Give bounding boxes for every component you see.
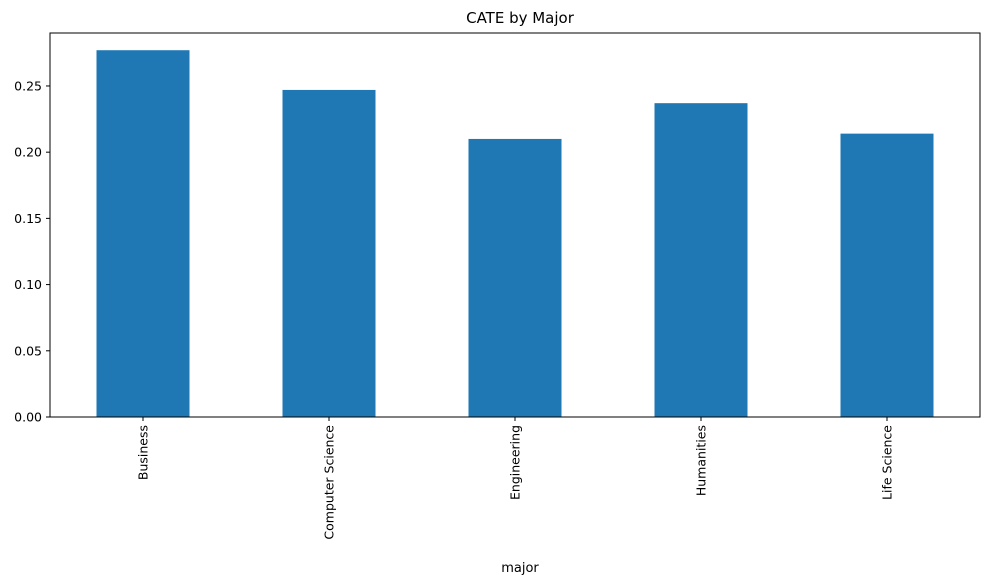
bar-business xyxy=(96,50,190,417)
plot-frame xyxy=(49,32,981,418)
y-tick-label: 0.05 xyxy=(14,343,42,358)
bar-life-science xyxy=(840,133,934,418)
x-tick-label: Computer Science xyxy=(322,425,337,540)
x-axis-title: major xyxy=(501,561,539,576)
x-axis: Business Computer Science Engineering Human… xyxy=(136,417,895,540)
x-tick-label: Humanities xyxy=(694,425,709,496)
y-tick-label: 0.20 xyxy=(14,145,42,160)
chart-title: CATE by Major xyxy=(466,9,575,27)
bar-humanities xyxy=(654,103,748,417)
x-tick-label: Life Science xyxy=(880,425,895,500)
bar-computer-science xyxy=(282,89,376,417)
bar-engineering xyxy=(468,138,562,417)
x-tick-label: Engineering xyxy=(508,425,523,500)
y-tick-label: 0.25 xyxy=(14,78,42,93)
y-axis: 0.00 0.05 0.10 0.15 0.20 0.25 xyxy=(14,78,50,425)
y-tick-label: 0.15 xyxy=(14,211,42,226)
x-tick-label: Business xyxy=(136,425,151,480)
y-tick-label: 0.00 xyxy=(14,410,42,425)
bars-group xyxy=(96,50,934,418)
y-tick-label: 0.10 xyxy=(14,277,42,292)
